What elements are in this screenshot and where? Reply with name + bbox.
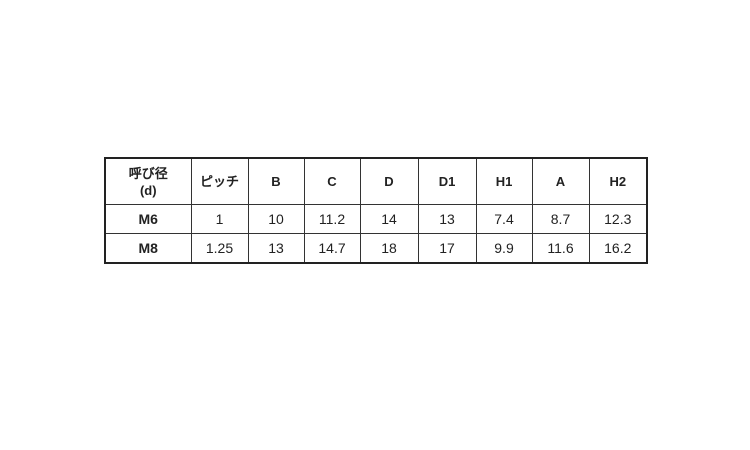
table-cell: 11.2 — [303, 204, 361, 234]
header-row: 呼び径 (d) ピッチ B C D D1 H1 A H2 — [104, 157, 648, 205]
header-nominal-diameter: 呼び径 (d) — [104, 157, 192, 205]
table-cell: 12.3 — [588, 204, 648, 234]
header-a: A — [531, 157, 590, 205]
header-h2: H2 — [588, 157, 648, 205]
table-cell: 1 — [190, 204, 249, 234]
table-row: M8 1.25 13 14.7 18 17 9.9 11.6 16.2 — [104, 233, 648, 264]
header-h1: H1 — [475, 157, 533, 205]
table-cell: 14 — [359, 204, 419, 234]
table-cell: 18 — [359, 233, 419, 264]
table-cell: 17 — [417, 233, 477, 264]
header-text: 呼び径 — [128, 165, 168, 181]
row-label: M6 — [104, 204, 192, 234]
table-cell: 7.4 — [475, 204, 533, 234]
row-label: M8 — [104, 233, 192, 264]
table-cell: 9.9 — [475, 233, 533, 264]
header-text: (d) — [139, 182, 157, 198]
header-c: C — [303, 157, 361, 205]
table-cell: 13 — [417, 204, 477, 234]
table-cell: 1.25 — [190, 233, 249, 264]
table-cell: 13 — [247, 233, 305, 264]
table-cell: 14.7 — [303, 233, 361, 264]
header-b: B — [247, 157, 305, 205]
table-cell: 16.2 — [588, 233, 648, 264]
table-cell: 8.7 — [531, 204, 590, 234]
header-d: D — [359, 157, 419, 205]
table-row: M6 1 10 11.2 14 13 7.4 8.7 12.3 — [104, 204, 648, 234]
dimension-table: 呼び径 (d) ピッチ B C D D1 H1 A H2 M6 1 10 11.2… — [104, 157, 648, 264]
header-d1: D1 — [417, 157, 477, 205]
table-cell: 10 — [247, 204, 305, 234]
header-pitch: ピッチ — [190, 157, 249, 205]
table-cell: 11.6 — [531, 233, 590, 264]
